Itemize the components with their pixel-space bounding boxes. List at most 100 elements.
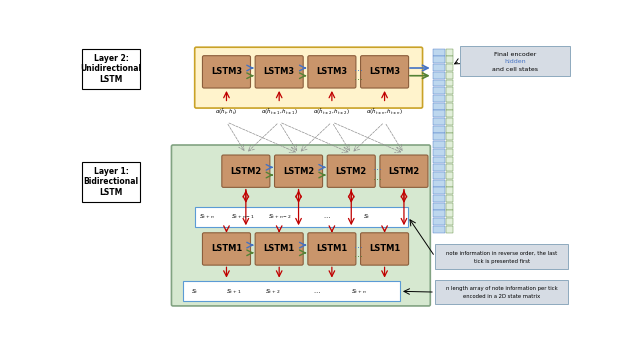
Text: note information in reverse order, the last: note information in reverse order, the l…	[446, 250, 557, 255]
Text: ...: ...	[354, 72, 363, 82]
FancyBboxPatch shape	[275, 155, 323, 187]
FancyBboxPatch shape	[446, 187, 453, 194]
FancyBboxPatch shape	[446, 118, 453, 125]
FancyBboxPatch shape	[195, 207, 408, 226]
FancyBboxPatch shape	[433, 118, 445, 125]
FancyBboxPatch shape	[433, 211, 445, 217]
FancyBboxPatch shape	[255, 233, 303, 265]
FancyBboxPatch shape	[360, 233, 408, 265]
FancyBboxPatch shape	[222, 155, 270, 187]
Text: ...: ...	[354, 63, 363, 73]
FancyBboxPatch shape	[433, 218, 445, 225]
Text: n length array of note information per tick: n length array of note information per t…	[445, 286, 557, 291]
FancyBboxPatch shape	[433, 56, 445, 64]
FancyBboxPatch shape	[433, 149, 445, 156]
FancyBboxPatch shape	[327, 155, 375, 187]
Text: $S_{t+n-1}$: $S_{t+n-1}$	[231, 212, 255, 221]
Text: LSTM1: LSTM1	[211, 245, 242, 253]
FancyBboxPatch shape	[202, 56, 250, 88]
FancyBboxPatch shape	[433, 95, 445, 102]
FancyBboxPatch shape	[433, 203, 445, 210]
Text: LSTM1: LSTM1	[264, 245, 295, 253]
FancyBboxPatch shape	[446, 211, 453, 217]
Text: LSTM3: LSTM3	[316, 67, 348, 76]
Text: Layer 1:
Bidirectional
LSTM: Layer 1: Bidirectional LSTM	[83, 167, 139, 197]
Text: $S_{t+n-2}$: $S_{t+n-2}$	[268, 212, 292, 221]
FancyBboxPatch shape	[195, 47, 422, 108]
Text: LSTM3: LSTM3	[264, 67, 295, 76]
FancyBboxPatch shape	[446, 56, 453, 64]
FancyBboxPatch shape	[446, 218, 453, 225]
Text: ...: ...	[373, 162, 382, 172]
Text: LSTM2: LSTM2	[388, 167, 420, 176]
FancyBboxPatch shape	[446, 226, 453, 233]
Text: LSTM3: LSTM3	[369, 67, 400, 76]
FancyBboxPatch shape	[360, 56, 408, 88]
Text: $S_t$: $S_t$	[363, 212, 371, 221]
FancyBboxPatch shape	[255, 56, 303, 88]
FancyBboxPatch shape	[446, 180, 453, 187]
FancyBboxPatch shape	[446, 49, 453, 56]
FancyBboxPatch shape	[446, 203, 453, 210]
FancyBboxPatch shape	[446, 95, 453, 102]
Text: $\alpha(\hat{h}_t, h_t)$: $\alpha(\hat{h}_t, h_t)$	[215, 106, 238, 117]
Text: tick is presented first: tick is presented first	[474, 259, 530, 264]
FancyBboxPatch shape	[446, 195, 453, 202]
FancyBboxPatch shape	[446, 157, 453, 164]
FancyBboxPatch shape	[446, 64, 453, 71]
FancyBboxPatch shape	[446, 133, 453, 140]
Text: $S_t$: $S_t$	[191, 287, 198, 296]
Text: LSTM2: LSTM2	[283, 167, 314, 176]
Text: LSTM2: LSTM2	[230, 167, 262, 176]
FancyBboxPatch shape	[433, 187, 445, 194]
FancyBboxPatch shape	[183, 281, 400, 301]
Text: and cell states: and cell states	[492, 67, 538, 72]
Text: Layer 2:
Unidirectional
LSTM: Layer 2: Unidirectional LSTM	[81, 54, 141, 84]
FancyBboxPatch shape	[380, 155, 428, 187]
FancyBboxPatch shape	[308, 56, 356, 88]
FancyBboxPatch shape	[433, 80, 445, 87]
FancyBboxPatch shape	[435, 280, 568, 304]
FancyBboxPatch shape	[446, 72, 453, 79]
Text: LSTM1: LSTM1	[316, 245, 348, 253]
Text: $S_{t+2}$: $S_{t+2}$	[264, 287, 280, 296]
Text: Final encoder: Final encoder	[493, 51, 536, 57]
Text: $\cdots$: $\cdots$	[323, 214, 330, 219]
FancyBboxPatch shape	[308, 233, 356, 265]
FancyBboxPatch shape	[433, 180, 445, 187]
Text: ...: ...	[354, 249, 363, 260]
FancyBboxPatch shape	[433, 157, 445, 164]
Text: LSTM2: LSTM2	[335, 167, 367, 176]
FancyBboxPatch shape	[83, 49, 140, 89]
FancyBboxPatch shape	[433, 164, 445, 171]
FancyBboxPatch shape	[446, 87, 453, 94]
FancyBboxPatch shape	[433, 72, 445, 79]
FancyBboxPatch shape	[433, 126, 445, 133]
Text: $S_{t+n}$: $S_{t+n}$	[351, 287, 367, 296]
Text: ...: ...	[373, 171, 382, 181]
FancyBboxPatch shape	[202, 233, 250, 265]
FancyBboxPatch shape	[433, 110, 445, 117]
FancyBboxPatch shape	[172, 145, 430, 306]
Text: $\alpha(\hat{h}_{t\pm2}, h_{t\pm2})$: $\alpha(\hat{h}_{t\pm2}, h_{t\pm2})$	[314, 106, 350, 117]
Text: $\alpha(\hat{h}_{t\pm n}, h_{t\pm n})$: $\alpha(\hat{h}_{t\pm n}, h_{t\pm n})$	[366, 106, 403, 117]
FancyBboxPatch shape	[433, 133, 445, 140]
FancyBboxPatch shape	[446, 172, 453, 179]
FancyBboxPatch shape	[433, 195, 445, 202]
FancyBboxPatch shape	[433, 64, 445, 71]
Text: $\cdots$: $\cdots$	[312, 289, 320, 294]
Text: LSTM1: LSTM1	[369, 245, 400, 253]
FancyBboxPatch shape	[446, 110, 453, 117]
FancyBboxPatch shape	[433, 141, 445, 148]
Text: LSTM3: LSTM3	[211, 67, 242, 76]
FancyBboxPatch shape	[433, 103, 445, 110]
FancyBboxPatch shape	[83, 162, 140, 202]
Text: ...: ...	[354, 240, 363, 250]
FancyBboxPatch shape	[435, 244, 568, 269]
Text: $\alpha(\hat{h}_{t\pm1}, h_{t\pm1})$: $\alpha(\hat{h}_{t\pm1}, h_{t\pm1})$	[260, 106, 298, 117]
Text: hidden: hidden	[504, 59, 525, 64]
FancyBboxPatch shape	[446, 141, 453, 148]
FancyBboxPatch shape	[460, 47, 570, 76]
FancyBboxPatch shape	[433, 87, 445, 94]
Text: $S_{t+n}$: $S_{t+n}$	[198, 212, 214, 221]
